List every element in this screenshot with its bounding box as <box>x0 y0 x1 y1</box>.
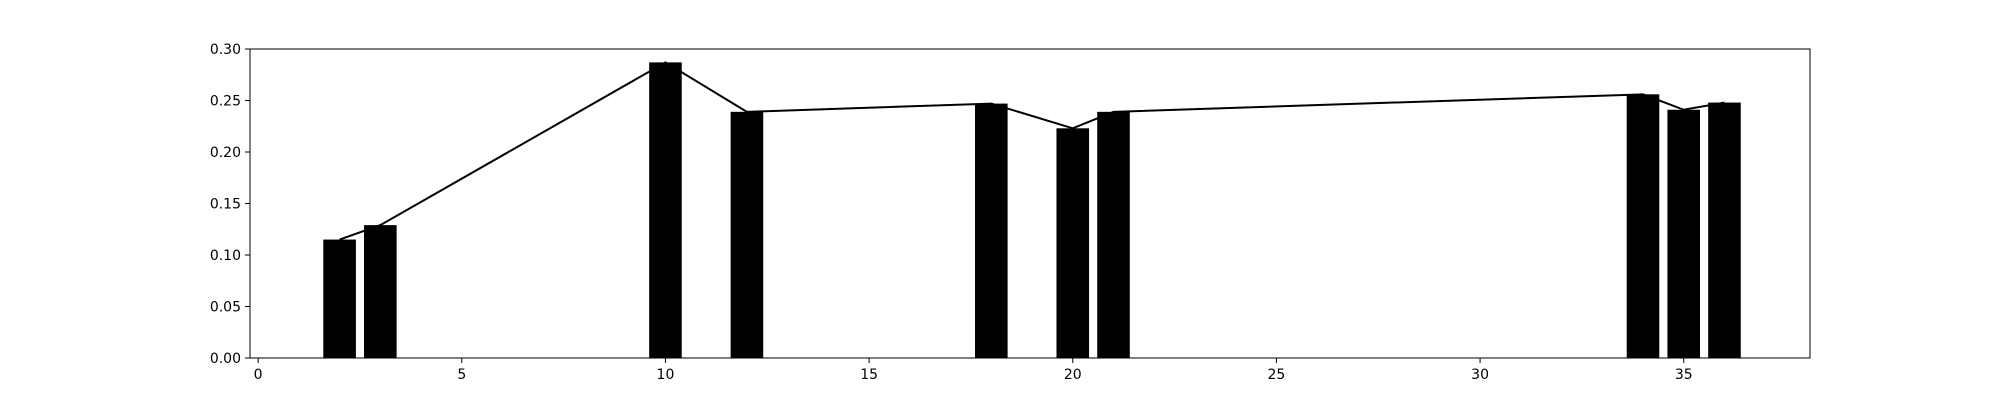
x-tick-label: 25 <box>1268 367 1286 383</box>
y-tick-label: 0.00 <box>210 351 241 367</box>
bar-12 <box>730 111 764 358</box>
x-tick-label: 20 <box>1064 367 1082 383</box>
series-line <box>339 61 1725 241</box>
bar-3 <box>364 225 397 358</box>
y-tick-label: 0.05 <box>210 300 241 316</box>
line-layer <box>339 61 1725 241</box>
bar-20 <box>1056 128 1090 358</box>
y-tick-label: 0.20 <box>210 145 241 161</box>
x-tick-label: 30 <box>1471 367 1489 383</box>
x-tick-label: 5 <box>457 367 466 383</box>
x-axis: 0 5 10 15 20 25 30 35 <box>254 358 1693 383</box>
y-axis: 0.00 0.05 0.10 0.15 0.20 0.25 0.30 <box>210 42 250 367</box>
bar-34 <box>1626 94 1660 358</box>
y-tick-label: 0.15 <box>210 197 241 213</box>
bar-10 <box>649 62 682 358</box>
bar-36 <box>1708 102 1741 358</box>
x-tick-label: 0 <box>254 367 263 383</box>
bar-21 <box>1097 111 1130 358</box>
bars-layer <box>323 62 1741 359</box>
x-tick-label: 15 <box>860 367 878 383</box>
bar-35 <box>1667 109 1701 359</box>
y-tick-label: 0.10 <box>210 248 241 264</box>
x-tick-label: 35 <box>1675 367 1693 383</box>
y-tick-label: 0.25 <box>210 94 241 110</box>
bar-18 <box>975 103 1008 358</box>
y-tick-label: 0.30 <box>210 42 241 58</box>
bar-2 <box>323 239 356 358</box>
x-tick-label: 10 <box>657 367 675 383</box>
